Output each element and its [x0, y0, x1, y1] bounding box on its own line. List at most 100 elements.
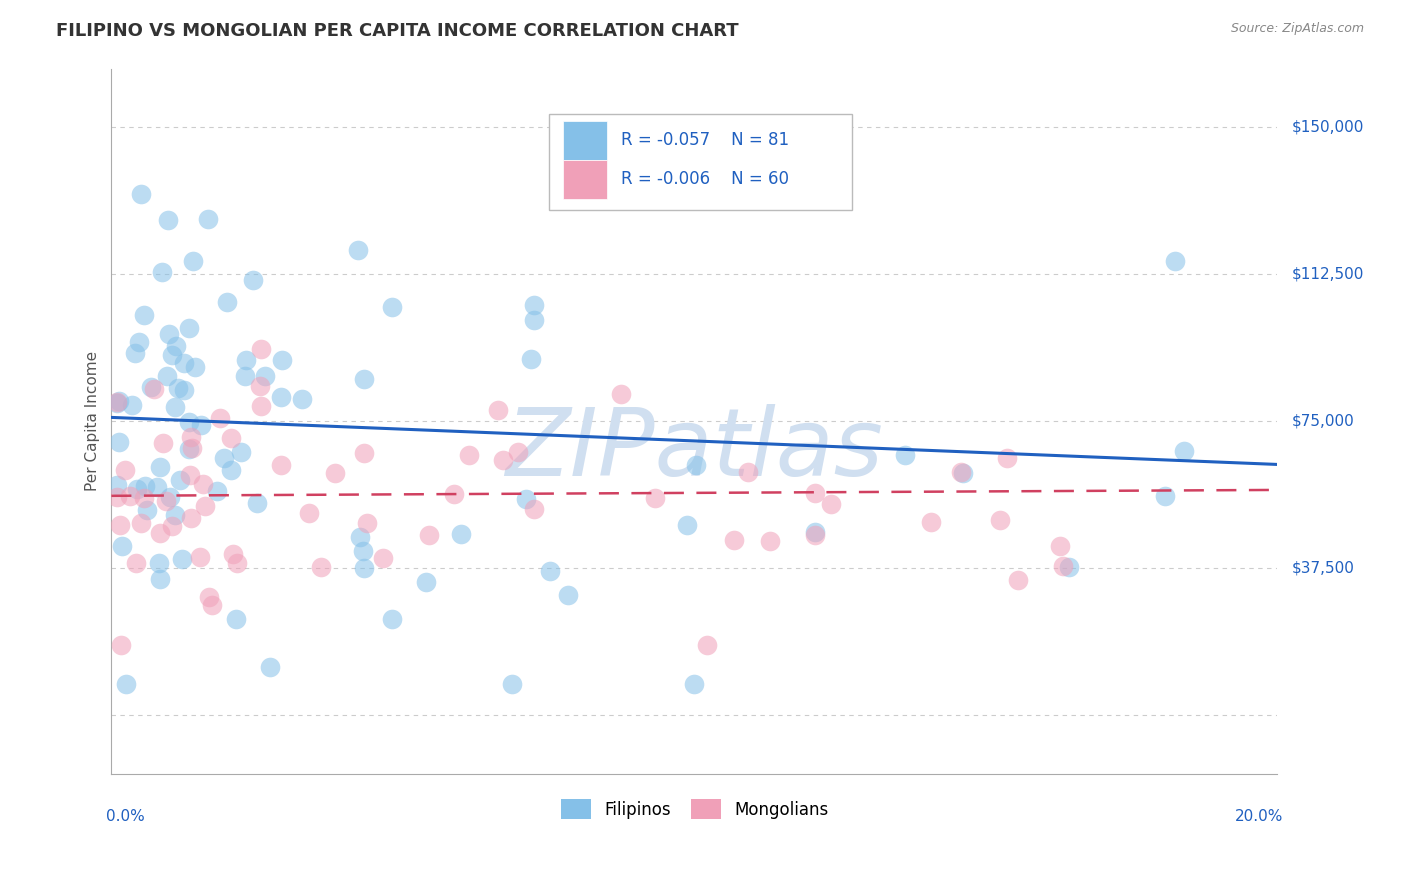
Point [820, 497, 842, 511]
Point [418, 527, 440, 541]
Point [194, 499, 217, 513]
Point [181, 254, 204, 268]
Point [347, 244, 370, 258]
Point [198, 590, 221, 604]
Point [149, 525, 172, 540]
Point [197, 211, 219, 226]
Point [110, 638, 132, 652]
Point [105, 478, 128, 492]
Point [125, 483, 148, 497]
Point [128, 334, 150, 349]
Point [1049, 539, 1071, 553]
Point [179, 467, 201, 482]
Point [523, 313, 546, 327]
Point [610, 387, 633, 401]
Point [458, 448, 481, 462]
Point [515, 491, 537, 506]
Point [723, 533, 745, 547]
Point [353, 446, 375, 460]
Point [150, 265, 173, 279]
Point [253, 369, 276, 384]
Point [217, 295, 239, 310]
Point [173, 384, 195, 398]
Point [233, 369, 256, 384]
Point [193, 477, 215, 491]
Legend: Filipinos, Mongolians: Filipinos, Mongolians [561, 799, 828, 819]
Point [105, 394, 128, 409]
Point [124, 346, 146, 360]
Point [523, 298, 546, 312]
Text: ZIPatlas: ZIPatlas [506, 404, 883, 495]
Point [349, 530, 371, 544]
Point [450, 527, 472, 541]
Point [1173, 444, 1195, 458]
Point [353, 372, 375, 386]
Point [146, 480, 169, 494]
Point [110, 539, 132, 553]
Point [291, 392, 314, 406]
Point [219, 431, 242, 445]
Point [271, 353, 294, 368]
Point [222, 547, 245, 561]
Point [415, 574, 437, 589]
FancyBboxPatch shape [562, 161, 607, 199]
Point [155, 493, 177, 508]
Point [523, 502, 546, 516]
Point [134, 479, 156, 493]
Point [644, 491, 666, 505]
Text: 20.0%: 20.0% [1234, 809, 1284, 824]
Point [180, 430, 202, 444]
Point [270, 390, 292, 404]
Point [1153, 490, 1175, 504]
Point [169, 473, 191, 487]
Point [184, 360, 207, 375]
Point [201, 599, 224, 613]
Point [501, 677, 523, 691]
Point [134, 308, 156, 322]
Point [219, 463, 242, 477]
Point [353, 561, 375, 575]
Point [114, 463, 136, 477]
Point [149, 460, 172, 475]
Point [373, 551, 395, 566]
Point [152, 436, 174, 450]
Point [165, 339, 187, 353]
Point [160, 348, 183, 362]
Point [557, 588, 579, 602]
Point [298, 507, 321, 521]
Point [179, 320, 201, 334]
Point [676, 518, 699, 533]
Point [250, 342, 273, 356]
Point [105, 396, 128, 410]
Point [139, 380, 162, 394]
Point [115, 677, 138, 691]
Point [804, 524, 827, 539]
Point [949, 465, 972, 479]
Point [166, 381, 188, 395]
Point [538, 564, 561, 578]
Point [180, 511, 202, 525]
Point [486, 403, 509, 417]
Y-axis label: Per Capita Income: Per Capita Income [86, 351, 100, 491]
Point [149, 572, 172, 586]
Point [107, 435, 129, 450]
Point [129, 186, 152, 201]
Point [205, 484, 228, 499]
Point [173, 356, 195, 370]
Point [249, 399, 271, 413]
Point [157, 327, 180, 342]
Point [156, 212, 179, 227]
Point [356, 516, 378, 530]
Point [129, 516, 152, 530]
Point [1057, 559, 1080, 574]
Point [246, 496, 269, 510]
Text: FILIPINO VS MONGOLIAN PER CAPITA INCOME CORRELATION CHART: FILIPINO VS MONGOLIAN PER CAPITA INCOME … [56, 22, 740, 40]
Point [492, 453, 515, 467]
Text: $150,000: $150,000 [1292, 120, 1364, 135]
Point [1164, 254, 1187, 268]
Point [1052, 559, 1074, 574]
Point [209, 411, 232, 425]
Point [179, 415, 201, 429]
Text: $75,000: $75,000 [1292, 414, 1354, 429]
Point [443, 487, 465, 501]
